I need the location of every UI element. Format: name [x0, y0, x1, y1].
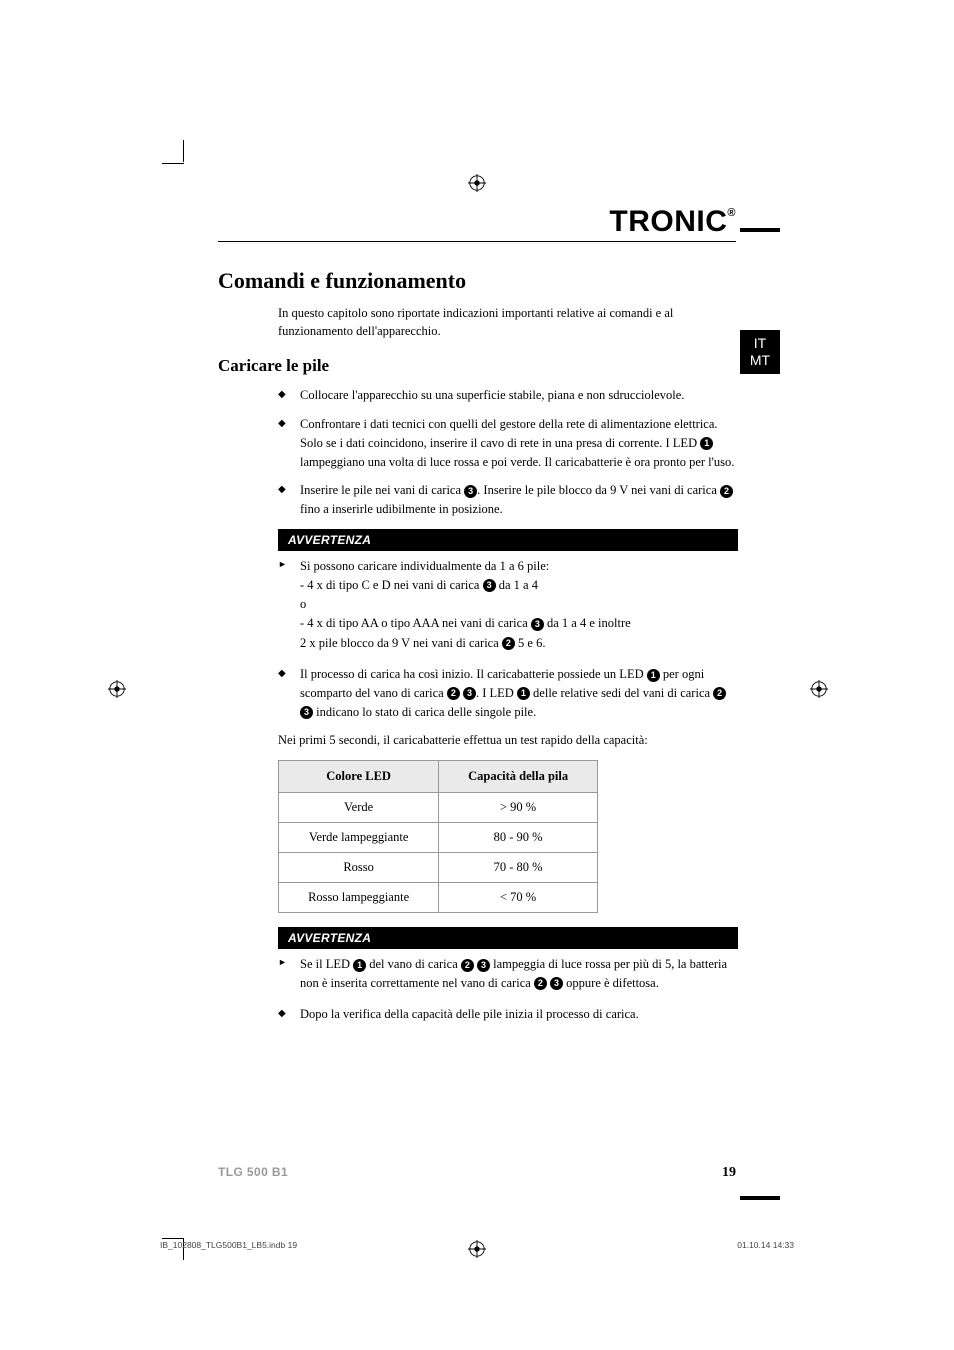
brand-logo: TRONIC® — [609, 205, 736, 239]
note-box: AVVERTENZA Se il LED 1 del vano di caric… — [278, 927, 738, 993]
ref-icon-3: 3 — [464, 485, 477, 498]
page-footer: TLG 500 B1 19 — [218, 1165, 736, 1181]
note-text: - 4 x di tipo C e D nei vani di carica — [300, 578, 483, 592]
subsection-heading: Caricare le pile — [218, 356, 738, 376]
table-cell: Rosso lampeggiante — [279, 883, 439, 913]
language-tab: IT MT — [740, 330, 780, 374]
ref-icon-1: 1 — [700, 437, 713, 450]
bullet-text: Dopo la verifica della capacità delle pi… — [300, 1007, 639, 1021]
table-header: Capacità della pila — [439, 761, 598, 793]
ref-icon-2: 2 — [534, 977, 547, 990]
crop-mark — [740, 1196, 780, 1200]
table-row: Verde> 90 % — [279, 793, 598, 823]
note-text: - 4 x di tipo AA o tipo AAA nei vani di … — [300, 616, 531, 630]
table-header: Colore LED — [279, 761, 439, 793]
lang-mt: MT — [750, 352, 770, 370]
page-content: Comandi e funzionamento In questo capito… — [218, 268, 738, 1033]
note-text: oppure è difettosa. — [563, 976, 659, 990]
note-text: da 1 a 4 e inoltre — [544, 616, 631, 630]
ref-icon-2: 2 — [720, 485, 733, 498]
registration-mark-icon — [810, 680, 828, 698]
bullet-text: Collocare l'apparecchio su una superfici… — [300, 388, 684, 402]
note-subline: - 4 x di tipo AA o tipo AAA nei vani di … — [300, 614, 738, 653]
list-item: Dopo la verifica della capacità delle pi… — [278, 1005, 738, 1024]
intro-paragraph: In questo capitolo sono riportate indica… — [278, 304, 738, 340]
ref-icon-2: 2 — [713, 687, 726, 700]
ref-icon-2: 2 — [461, 959, 474, 972]
table-cell: 70 - 80 % — [439, 853, 598, 883]
ref-icon-3: 3 — [483, 579, 496, 592]
bullet-text: lampeggiano una volta di luce rossa e po… — [300, 455, 734, 469]
note-or: o — [300, 595, 738, 614]
bullet-text: indicano lo stato di carica delle singol… — [313, 705, 536, 719]
page-number: 19 — [722, 1165, 736, 1181]
ref-icon-1: 1 — [647, 669, 660, 682]
lang-it: IT — [754, 335, 766, 353]
note-text: Se il LED — [300, 957, 353, 971]
ref-icon-3: 3 — [477, 959, 490, 972]
note-text: 5 e 6. — [515, 636, 546, 650]
bullet-list: Collocare l'apparecchio su una superfici… — [278, 386, 738, 519]
table-cell: Verde lampeggiante — [279, 823, 439, 853]
table-cell: Verde — [279, 793, 439, 823]
registration-mark-icon — [108, 680, 126, 698]
table-cell: < 70 % — [439, 883, 598, 913]
ref-icon-2: 2 — [447, 687, 460, 700]
brand-registered: ® — [727, 207, 736, 219]
bullet-text: . Inserire le pile blocco da 9 V nei van… — [477, 483, 720, 497]
table-row: Verde lampeggiante80 - 90 % — [279, 823, 598, 853]
bullet-text: Inserire le pile nei vani di carica — [300, 483, 464, 497]
ref-icon-2: 2 — [502, 637, 515, 650]
note-text: del vano di carica — [366, 957, 461, 971]
note-header: AVVERTENZA — [278, 529, 738, 551]
note-text: 2 x pile blocco da 9 V nei vani di caric… — [300, 636, 502, 650]
imprint-line: IB_102808_TLG500B1_LB5.indb 19 01.10.14 … — [160, 1240, 794, 1250]
model-number: TLG 500 B1 — [218, 1165, 288, 1181]
crop-mark — [162, 163, 184, 164]
imprint-date: 01.10.14 14:33 — [737, 1240, 794, 1250]
ref-icon-1: 1 — [353, 959, 366, 972]
crop-mark — [183, 140, 184, 162]
list-item: Confrontare i dati tecnici con quelli de… — [278, 415, 738, 471]
note-item: Se il LED 1 del vano di carica 2 3 lampe… — [278, 955, 738, 993]
capacity-table: Colore LED Capacità della pila Verde> 90… — [278, 760, 598, 913]
registration-mark-icon — [468, 174, 486, 192]
note-body: Si possono caricare individualmente da 1… — [278, 551, 738, 653]
note-text: da 1 a 4 — [496, 578, 538, 592]
header-rule — [218, 241, 736, 242]
ref-icon-3: 3 — [531, 618, 544, 631]
note-header: AVVERTENZA — [278, 927, 738, 949]
ref-icon-3: 3 — [463, 687, 476, 700]
list-item: Inserire le pile nei vani di carica 3. I… — [278, 481, 738, 519]
note-text: Si possono caricare individualmente da 1… — [300, 559, 549, 573]
ref-icon-3: 3 — [550, 977, 563, 990]
table-cell: 80 - 90 % — [439, 823, 598, 853]
capacity-intro: Nei primi 5 secondi, il caricabatterie e… — [278, 731, 738, 750]
table-row: Rosso lampeggiante< 70 % — [279, 883, 598, 913]
note-box: AVVERTENZA Si possono caricare individua… — [278, 529, 738, 653]
list-item: Collocare l'apparecchio su una superfici… — [278, 386, 738, 405]
section-heading: Comandi e funzionamento — [218, 268, 738, 294]
note-subline: - 4 x di tipo C e D nei vani di carica 3… — [300, 576, 738, 595]
note-body: Se il LED 1 del vano di carica 2 3 lampe… — [278, 949, 738, 993]
table-cell: Rosso — [279, 853, 439, 883]
bullet-text: Confrontare i dati tecnici con quelli de… — [300, 417, 718, 450]
bullet-text: . I LED — [476, 686, 517, 700]
crop-mark — [162, 1238, 184, 1239]
imprint-file: IB_102808_TLG500B1_LB5.indb 19 — [160, 1240, 297, 1250]
bullet-text: Il processo di carica ha così inizio. Il… — [300, 667, 647, 681]
bullet-text: fino a inserirle udibilmente in posizion… — [300, 502, 503, 516]
ref-icon-3: 3 — [300, 706, 313, 719]
ref-icon-1: 1 — [517, 687, 530, 700]
table-row: Rosso70 - 80 % — [279, 853, 598, 883]
list-item: Il processo di carica ha così inizio. Il… — [278, 665, 738, 721]
bullet-list: Il processo di carica ha così inizio. Il… — [278, 665, 738, 721]
crop-mark — [740, 228, 780, 232]
bullet-list: Dopo la verifica della capacità delle pi… — [278, 1005, 738, 1024]
bullet-text: delle relative sedi del vani di carica — [530, 686, 713, 700]
table-cell: > 90 % — [439, 793, 598, 823]
brand-text: TRONIC — [609, 205, 727, 238]
note-item: Si possono caricare individualmente da 1… — [278, 557, 738, 653]
